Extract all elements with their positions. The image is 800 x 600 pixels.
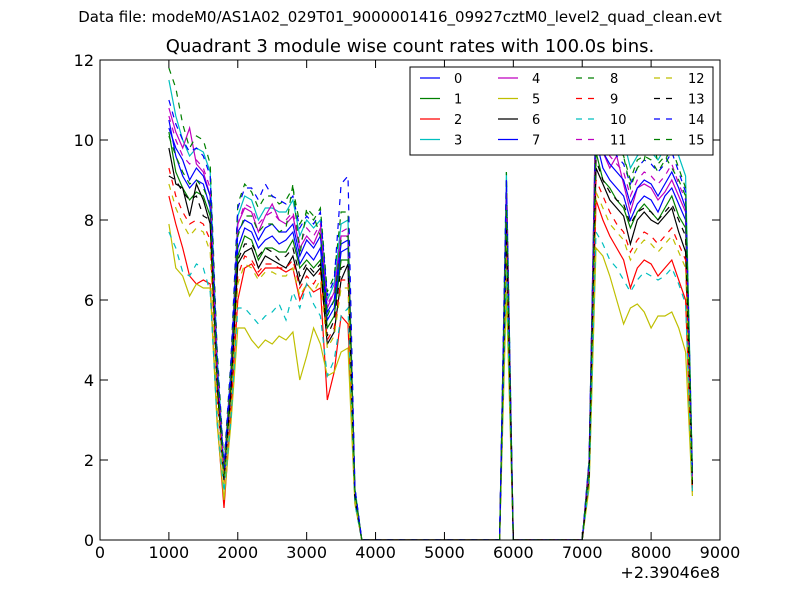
x-tick-label: 5000	[424, 543, 465, 562]
figure-suptitle: Data file: modeM0/AS1A02_029T01_90000014…	[78, 8, 722, 26]
y-tick-label: 4	[84, 371, 94, 390]
series-line-4	[168, 91, 693, 540]
legend-label-7: 7	[532, 134, 540, 149]
series-line-13	[168, 159, 693, 540]
legend-label-14: 14	[688, 113, 705, 128]
legend-label-12: 12	[688, 72, 705, 87]
y-tick-label: 12	[74, 51, 94, 70]
legend-label-11: 11	[610, 134, 627, 149]
legend-label-2: 2	[454, 113, 462, 128]
x-tick-label: 1000	[149, 543, 190, 562]
y-tick-label: 0	[84, 531, 94, 550]
series-line-0	[168, 119, 693, 540]
legend-box	[409, 66, 714, 156]
x-tick-label: 3000	[286, 543, 327, 562]
series-line-7	[168, 119, 693, 540]
series-line-15	[168, 119, 693, 540]
series-line-11	[168, 115, 693, 540]
series-line-6	[168, 147, 693, 540]
series-line-9	[168, 167, 693, 540]
legend-label-6: 6	[532, 113, 540, 128]
legend-label-1: 1	[454, 93, 462, 108]
chart-title: Quadrant 3 module wise count rates with …	[165, 36, 655, 57]
x-tick-label: 6000	[493, 543, 534, 562]
series-line-5	[168, 223, 693, 540]
legend-label-8: 8	[610, 72, 618, 87]
series-line-1	[168, 131, 693, 540]
x-tick-label: 8000	[631, 543, 672, 562]
series-line-10	[168, 229, 693, 540]
y-tick-label: 6	[84, 291, 94, 310]
y-tick-label: 10	[74, 131, 94, 150]
y-tick-label: 2	[84, 451, 94, 470]
legend-label-15: 15	[688, 134, 705, 149]
series-line-2	[168, 195, 693, 540]
y-tick-label: 8	[84, 211, 94, 230]
x-tick-label: 7000	[562, 543, 603, 562]
series-line-12	[168, 183, 693, 540]
legend-label-10: 10	[610, 113, 627, 128]
legend-label-9: 9	[610, 93, 618, 108]
legend-label-5: 5	[532, 93, 540, 108]
x-offset-label: +2.39046e8	[620, 563, 720, 582]
legend-label-0: 0	[454, 72, 462, 87]
x-tick-label: 2000	[217, 543, 258, 562]
x-tick-label: 0	[95, 543, 105, 562]
x-tick-label: 4000	[355, 543, 396, 562]
legend-label-4: 4	[532, 72, 540, 87]
x-tick-label: 9000	[700, 543, 741, 562]
legend-label-13: 13	[688, 93, 705, 108]
legend-label-3: 3	[454, 134, 462, 149]
series-line-14	[168, 99, 693, 540]
